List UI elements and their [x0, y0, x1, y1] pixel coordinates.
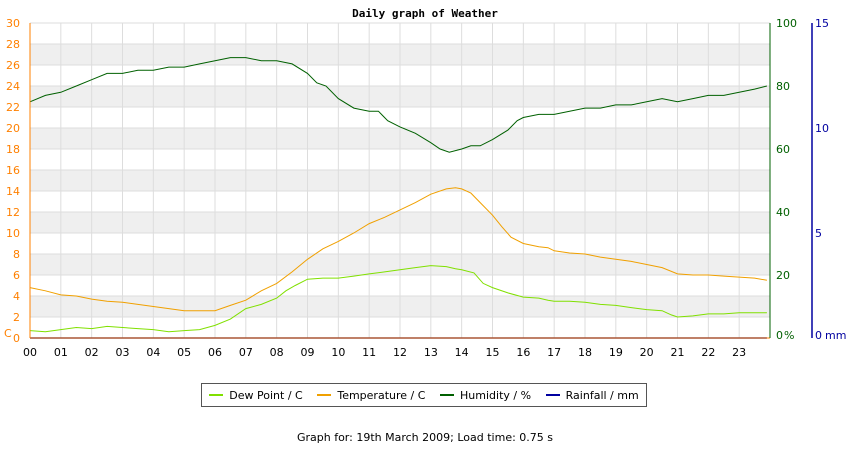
x-tick-label: 17 [547, 346, 561, 359]
left-tick-label: 2 [13, 311, 20, 324]
left-tick-label: 30 [6, 17, 20, 30]
left-tick-label: 20 [6, 122, 20, 135]
legend-label-dew-point: Dew Point / C [229, 388, 303, 402]
humidity-tick-label: 20 [776, 269, 790, 282]
x-tick-label: 23 [732, 346, 746, 359]
humidity-tick-label: 80 [776, 80, 790, 93]
rainfall-tick-label: 5 [815, 227, 822, 240]
humidity-line [29, 57, 768, 153]
x-tick-label: 07 [239, 346, 253, 359]
left-tick-label: 16 [6, 164, 20, 177]
x-tick-label: 03 [116, 346, 130, 359]
left-tick-label: 26 [6, 59, 20, 72]
x-tick-label: 11 [362, 346, 376, 359]
legend-label-temperature: Temperature / C [337, 388, 426, 402]
humidity-tick-label: 40 [776, 206, 790, 219]
temperature-line [29, 187, 767, 312]
legend-swatch-humidity [440, 394, 455, 396]
x-tick-label: 18 [578, 346, 592, 359]
rainfall-tick-label: 10 [815, 122, 829, 135]
rainfall-tick-label: 0 [815, 329, 822, 342]
left-tick-label: 22 [6, 101, 20, 114]
x-tick-label: 16 [516, 346, 530, 359]
x-tick-label: 10 [331, 346, 345, 359]
x-tick-label: 09 [301, 346, 315, 359]
legend-item-rainfall: Rainfall / mm [545, 388, 639, 402]
humidity-tick-label: 100 [776, 17, 797, 30]
x-tick-label: 19 [609, 346, 623, 359]
left-tick-label: 8 [13, 248, 20, 261]
x-tick-label: 20 [640, 346, 654, 359]
legend-label-humidity: Humidity / % [460, 388, 532, 402]
x-tick-label: 15 [486, 346, 500, 359]
left-tick-label: 6 [13, 269, 20, 282]
legend-label-rainfall: Rainfall / mm [565, 388, 639, 402]
legend-item-dew-point: Dew Point / C [209, 388, 303, 402]
legend-swatch-temperature [317, 394, 332, 396]
left-tick-label: 14 [6, 185, 20, 198]
legend-item-temperature: Temperature / C [317, 389, 425, 402]
x-tick-label: 14 [455, 346, 469, 359]
x-tick-label: 00 [23, 346, 37, 359]
rainfall-axis-unit-label: mm [825, 329, 846, 342]
x-tick-label: 12 [393, 346, 407, 359]
x-tick-label: 02 [85, 346, 99, 359]
left-tick-label: 28 [6, 38, 20, 51]
left-axis-unit-label: C [4, 327, 12, 340]
x-tick-label: 21 [671, 346, 685, 359]
left-tick-label: 24 [6, 80, 20, 93]
humidity-axis-unit-label: % [784, 329, 794, 342]
legend-swatch-dew-point [209, 394, 224, 396]
humidity-tick-label: 0 [776, 329, 783, 342]
x-tick-label: 22 [701, 346, 715, 359]
legend-item-humidity: Humidity / % [440, 389, 531, 402]
x-tick-label: 06 [208, 346, 222, 359]
left-tick-label: 0 [13, 332, 20, 345]
chart-legend: Dew Point / C Temperature / C Humidity /… [201, 383, 647, 407]
x-tick-label: 08 [270, 346, 284, 359]
x-tick-label: 05 [177, 346, 191, 359]
axes [29, 23, 813, 339]
grid-lines [29, 22, 771, 339]
left-tick-label: 12 [6, 206, 20, 219]
x-tick-label: 13 [424, 346, 438, 359]
humidity-tick-label: 60 [776, 143, 790, 156]
dew-point-line [29, 265, 767, 333]
left-tick-label: 4 [13, 290, 20, 303]
chart-title: Daily graph of Weather [352, 7, 498, 20]
legend-swatch-rainfall [545, 394, 560, 396]
footer-status: Graph for: 19th March 2009; Load time: 0… [296, 431, 554, 444]
rainfall-tick-label: 15 [815, 17, 829, 30]
rainfall-axis-ticks: 0 5 10 15 [815, 17, 829, 342]
x-tick-label: 01 [54, 346, 68, 359]
left-tick-label: 10 [6, 227, 20, 240]
x-axis-ticks: 00 01 02 03 04 05 06 07 08 09 10 11 12 13 14 15 16 17 18 19… [23, 346, 746, 359]
x-tick-label: 04 [146, 346, 160, 359]
left-tick-label: 18 [6, 143, 20, 156]
humidity-axis-ticks: 0 20 40 60 80 100 [776, 17, 797, 342]
